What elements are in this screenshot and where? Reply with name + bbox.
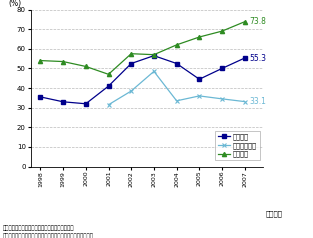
Text: 73.8: 73.8 — [249, 17, 266, 26]
Text: 備考：現地調達比率＝現地調達額／仕入高総計。: 備考：現地調達比率＝現地調達額／仕入高総計。 — [3, 225, 74, 231]
Text: 33.1: 33.1 — [249, 97, 266, 106]
Text: (%): (%) — [8, 0, 21, 8]
Legend: 電気機械, 情報通信機械, 輸送機械: 電気機械, 情報通信機械, 輸送機械 — [215, 131, 259, 160]
Text: 資料：経済産業省「海外事業活動基本調査」各年版から作成。: 資料：経済産業省「海外事業活動基本調査」各年版から作成。 — [3, 233, 94, 238]
Text: （年度）: （年度） — [265, 211, 282, 217]
Text: 55.3: 55.3 — [249, 54, 266, 63]
